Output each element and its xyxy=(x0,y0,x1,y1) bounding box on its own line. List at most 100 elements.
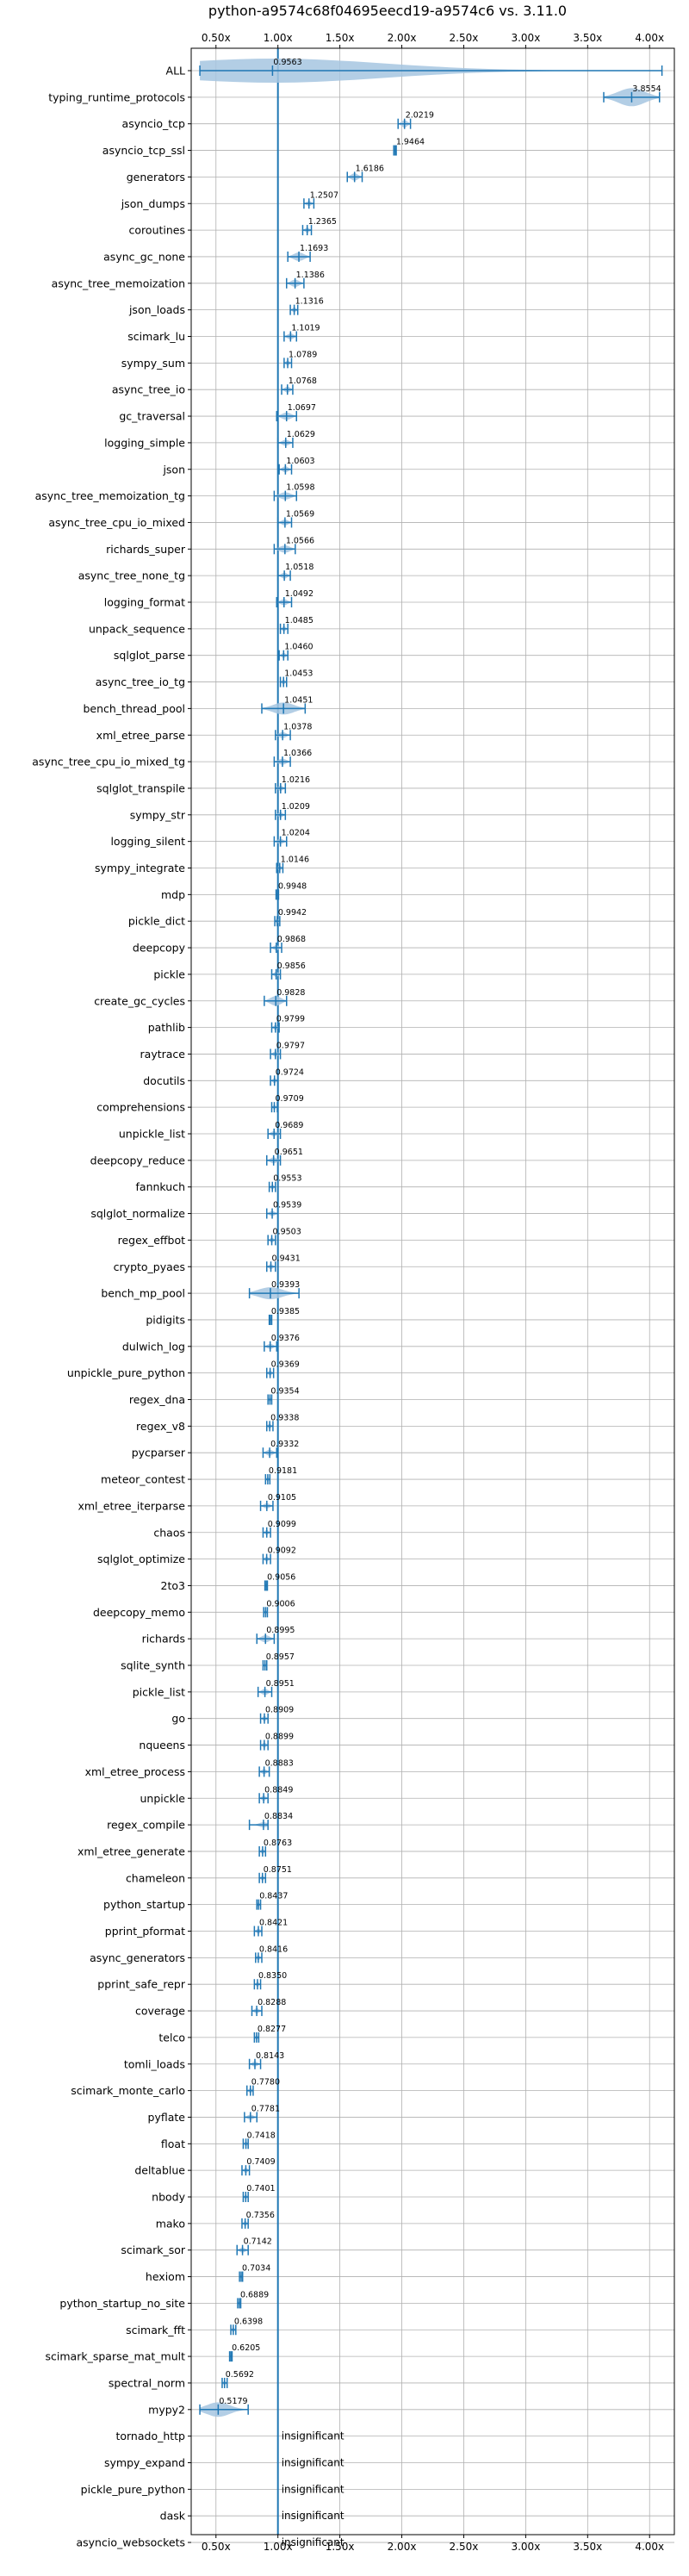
insignificant-label: insignificant xyxy=(282,2483,344,2495)
value-label: 0.8957 xyxy=(266,1652,295,1662)
category-label: dulwich_log xyxy=(122,1340,185,1353)
value-label: 0.8951 xyxy=(266,1679,295,1689)
insignificant-label: insignificant xyxy=(282,2510,344,2522)
category-label: async_tree_none_tg xyxy=(78,569,185,582)
value-label: 1.0566 xyxy=(286,536,314,545)
value-label: 0.8350 xyxy=(258,1971,287,1981)
value-label: 0.5179 xyxy=(219,2397,247,2406)
category-label: richards xyxy=(142,1633,185,1646)
category-label: xml_etree_generate xyxy=(78,1845,185,1857)
x-tick-label-top: 3.50x xyxy=(573,32,602,44)
x-tick-label-bottom: 3.50x xyxy=(573,2541,602,2553)
x-tick-label-bottom: 1.00x xyxy=(264,2541,293,2553)
category-label: regex_v8 xyxy=(136,1420,185,1433)
category-label: pathlib xyxy=(148,1021,185,1034)
value-label: 1.0460 xyxy=(284,643,313,652)
category-label: generators xyxy=(127,171,185,184)
category-label: typing_runtime_protocols xyxy=(48,90,185,103)
value-label: 0.9431 xyxy=(272,1254,301,1263)
category-label: unpickle xyxy=(140,1792,185,1805)
value-label: 0.9354 xyxy=(270,1387,299,1397)
value-label: 0.7418 xyxy=(247,2131,276,2140)
category-label: sqlglot_normalize xyxy=(90,1207,185,1220)
value-label: 0.9948 xyxy=(278,881,307,891)
value-label: 0.9332 xyxy=(270,1440,299,1449)
x-tick-label-top: 3.00x xyxy=(511,32,540,44)
value-label: 0.9056 xyxy=(267,1572,295,1582)
category-label: pickle xyxy=(153,968,185,980)
value-label: 0.9689 xyxy=(275,1121,303,1130)
category-label: async_tree_io_tg xyxy=(96,675,185,688)
value-label: 1.9464 xyxy=(396,138,425,147)
category-label: sympy_expand xyxy=(104,2456,185,2469)
category-label: pickle_dict xyxy=(128,915,185,928)
category-label: unpickle_list xyxy=(119,1128,185,1141)
category-label: unpack_sequence xyxy=(89,622,185,635)
value-label: 1.0146 xyxy=(281,856,309,865)
value-label: 0.9724 xyxy=(276,1067,304,1077)
value-label: 0.7401 xyxy=(246,2184,275,2193)
category-label: mdp xyxy=(161,888,185,901)
value-label: 2.0219 xyxy=(406,111,434,121)
category-label: async_tree_cpu_io_mixed xyxy=(48,516,185,529)
value-label: 1.0603 xyxy=(286,457,314,466)
category-label: crypto_pyaes xyxy=(114,1260,185,1273)
category-label: float xyxy=(161,2137,185,2150)
category-label: async_tree_io xyxy=(112,383,185,396)
x-tick-label-bottom: 3.00x xyxy=(511,2541,540,2553)
x-tick-label-top: 4.00x xyxy=(635,32,664,44)
value-label: 1.0366 xyxy=(283,749,312,758)
category-label: pickle_list xyxy=(133,1685,185,1698)
category-label: regex_dna xyxy=(129,1393,185,1406)
value-label: 0.9539 xyxy=(273,1201,301,1210)
category-label: json xyxy=(162,463,185,476)
category-label: sqlglot_parse xyxy=(114,649,185,662)
value-label: 0.8883 xyxy=(265,1758,294,1768)
category-label: ALL xyxy=(166,65,186,78)
category-label: gc_traversal xyxy=(119,410,185,423)
category-label: scimark_monte_carlo xyxy=(71,2084,185,2097)
category-label: hexiom xyxy=(146,2270,185,2283)
value-label: 0.6205 xyxy=(232,2343,260,2353)
category-label: sympy_integrate xyxy=(95,862,185,874)
value-label: 0.9092 xyxy=(268,1546,296,1556)
value-label: 0.9393 xyxy=(271,1280,300,1290)
value-label: 0.8995 xyxy=(266,1626,295,1635)
category-label: scimark_fft xyxy=(126,2324,185,2336)
value-label: 1.0697 xyxy=(288,403,316,413)
value-label: 1.1693 xyxy=(300,244,328,253)
value-label: 0.9385 xyxy=(271,1307,300,1316)
category-label: 2to3 xyxy=(161,1579,185,1592)
value-label: 0.9797 xyxy=(276,1041,305,1050)
category-label: chameleon xyxy=(126,1871,185,1884)
category-label: deepcopy_reduce xyxy=(90,1154,186,1167)
category-label: pickle_pure_python xyxy=(81,2483,185,2496)
category-label: sqlglot_transpile xyxy=(96,781,185,794)
category-label: xml_etree_parse xyxy=(96,729,186,742)
value-label: 0.9553 xyxy=(273,1174,301,1184)
category-label: mako xyxy=(156,2217,185,2230)
value-label: 0.9563 xyxy=(273,58,301,67)
category-label: pidigits xyxy=(146,1313,185,1326)
value-label: 0.8437 xyxy=(259,1892,288,1901)
value-label: 0.8909 xyxy=(265,1706,294,1715)
value-label: 1.0453 xyxy=(284,669,313,679)
category-label: fannkuch xyxy=(136,1180,185,1193)
value-label: 0.6398 xyxy=(234,2317,263,2326)
value-label: 1.1316 xyxy=(295,297,324,307)
category-label: tomli_loads xyxy=(124,2057,185,2070)
category-label: create_gc_cycles xyxy=(94,994,185,1007)
value-label: 1.2365 xyxy=(308,217,337,227)
category-label: logging_silent xyxy=(110,835,185,848)
value-label: 1.2507 xyxy=(310,190,338,200)
category-label: raytrace xyxy=(140,1048,186,1061)
value-label: 1.0485 xyxy=(285,616,313,625)
category-label: coverage xyxy=(135,2005,185,2018)
category-label: pprint_pformat xyxy=(105,1925,185,1938)
value-label: 0.9709 xyxy=(276,1094,304,1104)
value-label: 0.8834 xyxy=(264,1812,293,1821)
category-label: richards_super xyxy=(106,543,186,556)
value-label: 0.7781 xyxy=(251,2104,280,2113)
category-label: go xyxy=(171,1712,185,1725)
